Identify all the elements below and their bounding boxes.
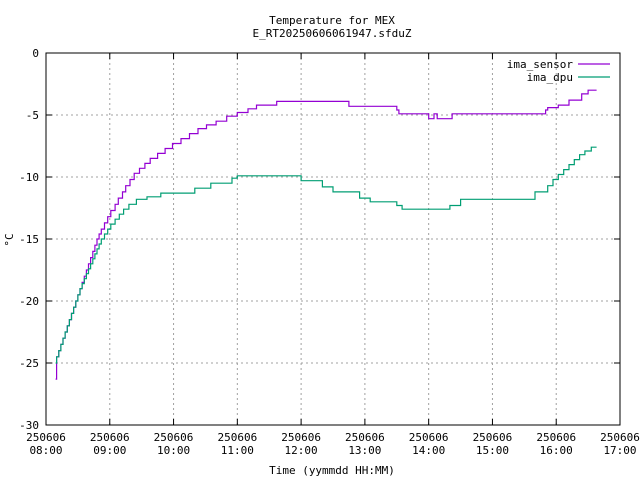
x-tick-time-label: 08:00 [29, 444, 62, 457]
series-line-ima_sensor [55, 89, 597, 380]
x-tick-time-label: 09:00 [93, 444, 126, 457]
legend-label: ima_sensor [507, 58, 574, 71]
x-tick-time-label: 15:00 [476, 444, 509, 457]
x-tick-date-label: 250606 [536, 431, 576, 444]
x-tick-time-label: 10:00 [157, 444, 190, 457]
chart-title: Temperature for MEX [269, 14, 395, 27]
x-tick-date-label: 250606 [409, 431, 449, 444]
y-tick-label: -25 [19, 357, 39, 370]
legend-label: ima_dpu [527, 71, 573, 84]
chart-subtitle: E_RT20250606061947.sfduZ [253, 27, 412, 40]
axes: 0-5-10-15-20-25-3025060608:0025060609:00… [19, 47, 640, 457]
y-tick-label: -15 [19, 233, 39, 246]
grid [46, 53, 620, 425]
x-tick-date-label: 250606 [473, 431, 513, 444]
x-tick-time-label: 16:00 [540, 444, 573, 457]
x-tick-time-label: 12:00 [285, 444, 318, 457]
x-tick-time-label: 13:00 [348, 444, 381, 457]
y-tick-label: -20 [19, 295, 39, 308]
x-tick-time-label: 11:00 [221, 444, 254, 457]
x-tick-time-label: 17:00 [603, 444, 636, 457]
series-layer [55, 89, 597, 380]
series-line-ima_dpu [55, 146, 597, 364]
x-tick-date-label: 250606 [90, 431, 130, 444]
y-tick-label: -30 [19, 419, 39, 432]
plot-frame [45, 52, 621, 426]
x-axis-label: Time (yymmdd HH:MM) [269, 464, 395, 477]
y-tick-label: -5 [26, 109, 39, 122]
x-tick-date-label: 250606 [217, 431, 257, 444]
y-tick-label: -10 [19, 171, 39, 184]
x-tick-time-label: 14:00 [412, 444, 445, 457]
x-tick-date-label: 250606 [26, 431, 66, 444]
y-tick-label: 0 [32, 47, 39, 60]
x-tick-date-label: 250606 [281, 431, 321, 444]
x-tick-date-label: 250606 [345, 431, 385, 444]
x-tick-date-label: 250606 [600, 431, 640, 444]
x-tick-date-label: 250606 [154, 431, 194, 444]
y-axis-label: °C [3, 233, 16, 246]
